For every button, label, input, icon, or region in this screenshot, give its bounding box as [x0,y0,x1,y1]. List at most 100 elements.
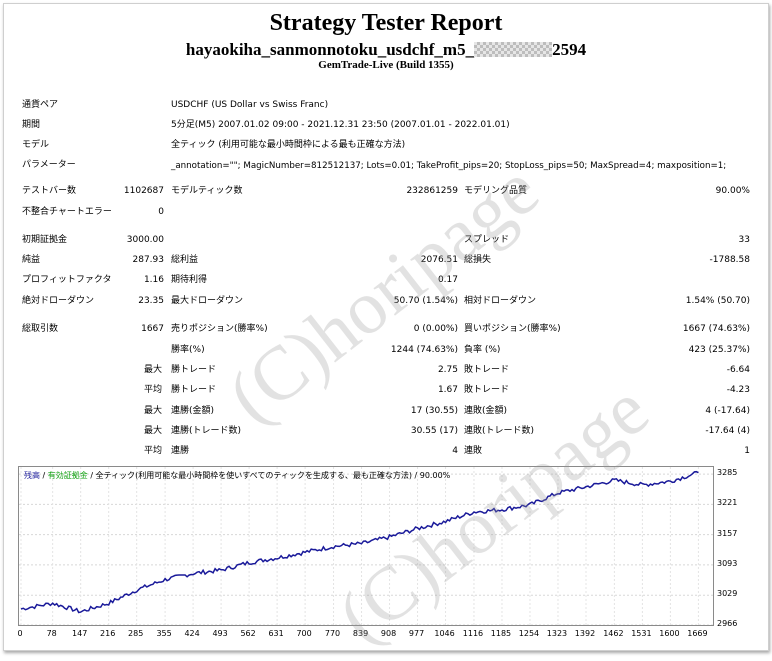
params-value: _annotation=""; MagicNumber=812512137; L… [171,161,727,171]
avg-word-1: 平均 [143,385,162,395]
short-positions-value: 0 (0.00%) [413,324,458,334]
max-consec-profit-label: 連勝(トレード数) [171,426,242,436]
largest-loss-value: -6.64 [726,365,750,375]
x-tick-label: 700 [296,629,312,638]
legend-sep-3: / [411,471,420,480]
total-trades-label: 総取引数 [22,324,59,334]
max-consec-losses-value: 4 (-17.64) [705,406,750,416]
max-word-3: 最大 [143,426,162,436]
spread-value: 33 [738,235,750,245]
model-value: 全ティック (利用可能な最小時間枠による最も正確な方法) [171,140,406,150]
period-value: 5分足(M5) 2007.01.02 09:00 - 2021.12.31 23… [171,120,510,130]
max-drawdown-label: 最大ドローダウン [171,296,244,306]
deposit-value: 3000.00 [126,235,164,245]
avg-loss-value: -4.23 [726,385,750,395]
legend-balance: 残高 [24,471,40,480]
x-tick-label: 1185 [490,629,512,638]
params-label: パラメーター [22,160,76,170]
legend-sep-2: / [87,471,96,480]
net-profit-label: 純益 [22,255,41,265]
max-consec-wins-label: 連勝(金額) [171,406,215,416]
x-tick-label: 0 [17,629,23,638]
x-tick-label: 1116 [462,629,484,638]
max-consec-loss-label: 連敗(トレード数) [464,426,535,436]
abs-drawdown-value: 23.35 [138,296,164,306]
avg-consec-losses-value: 1 [744,446,750,456]
legend-equity: 有効証拠金 [47,471,88,480]
expected-payoff-label: 期待利得 [171,275,208,285]
period-label: 期間 [22,120,41,130]
report-title: Strategy Tester Report [269,10,503,36]
x-tick-label: 770 [324,629,341,638]
x-tick-label: 1462 [603,629,624,638]
x-tick-label: 493 [212,629,228,638]
bars-value: 1102687 [123,186,164,196]
x-tick-label: 1669 [687,629,708,638]
avg-consec-wins-value: 4 [452,446,458,456]
balance-graph-svg [19,467,713,626]
largest-loss-label: 敗トレード [464,365,510,375]
redacted-block [474,42,553,57]
x-tick-label: 977 [408,629,425,638]
loss-trades-label: 負率 (%) [464,345,501,355]
mismatch-value: 0 [158,207,164,217]
avg-win-value: 1.67 [437,385,458,395]
ticks-value: 232861259 [406,186,458,196]
y-tick-label: 3093 [717,558,738,568]
gross-profit-value: 2076.51 [420,255,458,265]
expected-payoff-value: 0.17 [437,275,458,285]
expert-name-suffix: 2594 [552,40,587,59]
gross-loss-label: 総損失 [464,255,492,265]
x-tick-label: 908 [380,629,397,638]
largest-win-value: 2.75 [437,365,458,375]
spread-label: スプレッド [464,235,510,245]
profit-factor-label: プロフィットファクタ [22,275,112,285]
legend-model: 全ティック(利用可能な最小時間枠を使いすべてのティックを生成する、最も正確な方法… [95,471,412,480]
long-positions-value: 1667 (74.63%) [682,324,750,334]
short-positions-label: 売りポジション(勝率%) [171,324,268,334]
max-consec-profit-value: 30.55 (17) [410,426,458,436]
x-tick-label: 355 [156,629,172,638]
max-word-1: 最大 [143,365,162,375]
model-label: モデル [22,140,50,150]
avg-win-label: 勝トレード [171,385,217,395]
x-tick-label: 147 [72,629,88,638]
x-tick-label: 424 [184,629,200,638]
long-positions-label: 買いポジション(勝率%) [464,324,561,334]
y-tick-label: 3029 [717,589,738,599]
x-tick-label: 216 [100,629,116,638]
quality-label: モデリング品質 [464,186,528,196]
ticks-label: モデルティック数 [171,186,243,196]
max-word-2: 最大 [143,406,162,416]
profit-trades-label: 勝率(%) [171,345,205,355]
avg-loss-label: 敗トレード [464,385,510,395]
profit-factor-value: 1.16 [143,275,164,285]
max-consec-loss-value: -17.64 (4) [705,426,750,436]
y-tick-label: 3157 [717,528,738,538]
abs-drawdown-label: 絶対ドローダウン [22,296,95,306]
balance-graph [18,466,714,626]
avg-word-2: 平均 [143,446,162,456]
rel-drawdown-label: 相対ドローダウン [464,296,537,306]
x-tick-label: 1254 [518,629,540,638]
max-drawdown-value: 50.70 (1.54%) [393,296,458,306]
x-tick-label: 631 [268,629,284,638]
avg-consec-losses-label: 連敗 [464,446,483,456]
loss-trades-value: 423 (25.37%) [688,345,750,355]
gross-profit-label: 総利益 [171,255,199,265]
x-tick-label: 1531 [631,629,652,638]
pair-label: 通貨ペア [22,100,59,110]
max-consec-wins-value: 17 (30.55) [410,406,458,416]
build-label: GemTrade-Live (Build 1355) [318,59,454,71]
net-profit-value: 287.93 [132,255,165,265]
avg-consec-wins-label: 連勝 [171,446,190,456]
x-tick-label: 1046 [434,629,455,638]
pair-value: USDCHF (US Dollar vs Swiss Franc) [171,100,329,110]
x-tick-label: 1392 [574,629,596,638]
quality-value: 90.00% [715,186,750,196]
gross-loss-value: -1788.58 [709,255,750,265]
expert-name: hayaokiha_sanmonnotoku_usdchf_m5_ 2594 [0,40,772,60]
balance-series-line [20,470,699,614]
mismatch-label: 不整合チャートエラー [22,207,112,217]
profit-trades-value: 1244 (74.63%) [390,345,458,355]
